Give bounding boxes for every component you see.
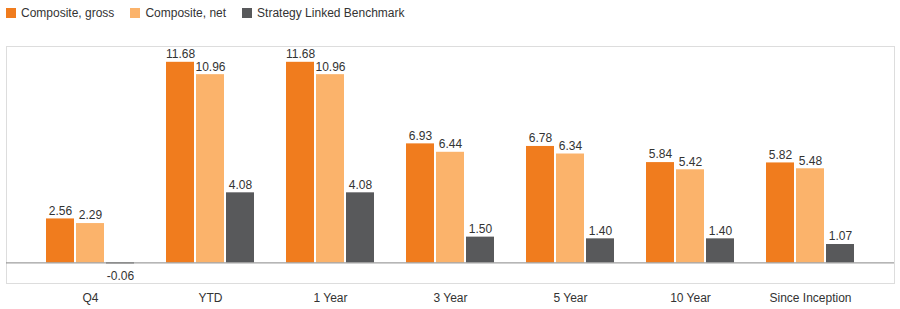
- svg-text:Q4: Q4: [82, 291, 98, 305]
- svg-text:5.42: 5.42: [679, 155, 703, 169]
- svg-text:Since Inception: Since Inception: [769, 291, 851, 305]
- svg-text:YTD: YTD: [199, 291, 223, 305]
- svg-text:1.40: 1.40: [589, 224, 613, 238]
- svg-text:6.78: 6.78: [529, 131, 553, 145]
- svg-text:1.07: 1.07: [829, 229, 853, 243]
- svg-text:5.82: 5.82: [769, 148, 793, 162]
- svg-text:1 Year: 1 Year: [313, 291, 347, 305]
- svg-text:10.96: 10.96: [195, 60, 225, 74]
- svg-text:6.44: 6.44: [439, 137, 463, 151]
- svg-text:4.08: 4.08: [229, 178, 253, 192]
- svg-text:5.48: 5.48: [799, 154, 823, 168]
- html-text:Strategy Linked Benchmark: Strategy Linked Benchmark: [257, 6, 405, 20]
- svg-text:2.56: 2.56: [49, 204, 73, 218]
- svg-text:11.68: 11.68: [286, 47, 315, 61]
- svg-text:1.40: 1.40: [709, 224, 733, 238]
- svg-text:11.68: 11.68: [166, 47, 195, 61]
- svg-text:3 Year: 3 Year: [433, 291, 467, 305]
- svg-text:6.34: 6.34: [559, 139, 583, 153]
- svg-text:10.96: 10.96: [315, 60, 345, 74]
- svg-text:2.29: 2.29: [79, 208, 103, 222]
- html-text:Composite, net: Composite, net: [145, 6, 227, 20]
- svg-text:5 Year: 5 Year: [553, 291, 587, 305]
- svg-text:10 Year: 10 Year: [670, 291, 711, 305]
- svg-text:5.84: 5.84: [649, 147, 673, 161]
- svg-text:6.93: 6.93: [409, 129, 433, 143]
- html-text:Composite, gross: Composite, gross: [21, 6, 115, 20]
- svg-text:4.08: 4.08: [349, 178, 373, 192]
- svg-text:-0.06: -0.06: [107, 269, 135, 283]
- svg-text:1.50: 1.50: [469, 222, 493, 236]
